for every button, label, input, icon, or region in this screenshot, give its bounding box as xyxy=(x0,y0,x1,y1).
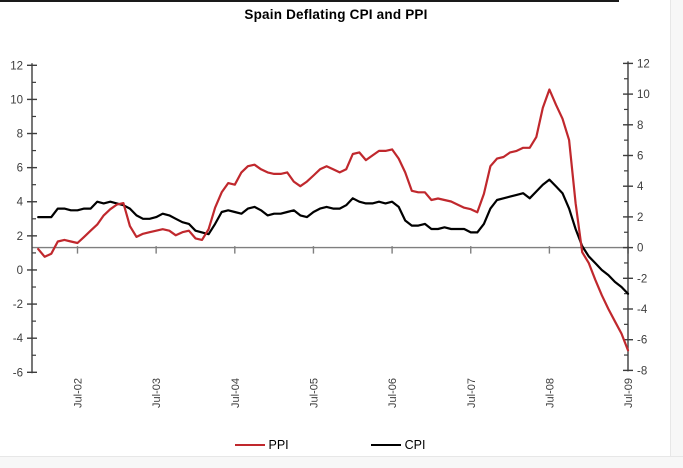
legend-item-cpi: CPI xyxy=(370,438,426,452)
legend-label-ppi: PPI xyxy=(268,438,289,452)
svg-text:12: 12 xyxy=(10,60,23,72)
chart-title: Spain Deflating CPI and PPI xyxy=(244,7,428,22)
series-ppi-line xyxy=(37,88,630,352)
right-y-axis: 12 10 8 6 4 2 0 -2 -4 -6 -8 xyxy=(623,58,650,377)
x-tick-label: Jul-04 xyxy=(230,378,242,408)
x-tick-label: Jul-08 xyxy=(544,378,556,408)
svg-text:2: 2 xyxy=(17,231,23,243)
legend-item-ppi: PPI xyxy=(234,438,289,452)
x-tick-label: Jul-03 xyxy=(151,378,163,408)
svg-text:6: 6 xyxy=(637,151,643,163)
svg-text:-4: -4 xyxy=(637,304,648,316)
svg-text:-2: -2 xyxy=(637,273,647,285)
svg-text:4: 4 xyxy=(17,197,24,209)
series-cpi-line xyxy=(37,178,630,295)
svg-text:8: 8 xyxy=(17,129,23,141)
svg-text:0: 0 xyxy=(17,265,23,277)
page-bottom-edge xyxy=(0,456,683,468)
svg-text:10: 10 xyxy=(637,89,650,101)
page-right-edge xyxy=(670,0,683,468)
chart-legend: PPI CPI xyxy=(0,433,660,457)
cpi-line-swatch xyxy=(370,444,401,446)
svg-text:2: 2 xyxy=(637,212,643,224)
ppi-line-swatch xyxy=(234,444,265,446)
svg-text:6: 6 xyxy=(17,163,23,175)
svg-text:-6: -6 xyxy=(637,335,647,347)
svg-text:4: 4 xyxy=(637,181,644,193)
x-tick-label: Jul-05 xyxy=(308,378,320,408)
x-tick-label: Jul-09 xyxy=(623,378,635,408)
svg-text:12: 12 xyxy=(637,58,650,70)
svg-text:-6: -6 xyxy=(13,367,23,379)
svg-text:10: 10 xyxy=(10,94,23,106)
x-tick-label: Jul-06 xyxy=(387,378,399,408)
zero-line xyxy=(32,246,629,254)
svg-text:-4: -4 xyxy=(13,333,24,345)
x-tick-label: Jul-07 xyxy=(466,378,478,408)
x-tick-label: Jul-02 xyxy=(73,378,85,408)
left-y-axis: 12 10 8 6 4 2 0 -2 -4 -6 xyxy=(10,60,37,379)
legend-label-cpi: CPI xyxy=(404,438,426,452)
x-axis-labels: Jul-02 Jul-03 Jul-04 Jul-05 Jul-06 Jul-07 Jul-… xyxy=(73,378,636,408)
svg-text:-8: -8 xyxy=(637,365,647,377)
page-top-edge xyxy=(0,0,619,2)
svg-text:8: 8 xyxy=(637,120,643,132)
svg-text:0: 0 xyxy=(637,243,643,255)
svg-text:-2: -2 xyxy=(13,299,23,311)
